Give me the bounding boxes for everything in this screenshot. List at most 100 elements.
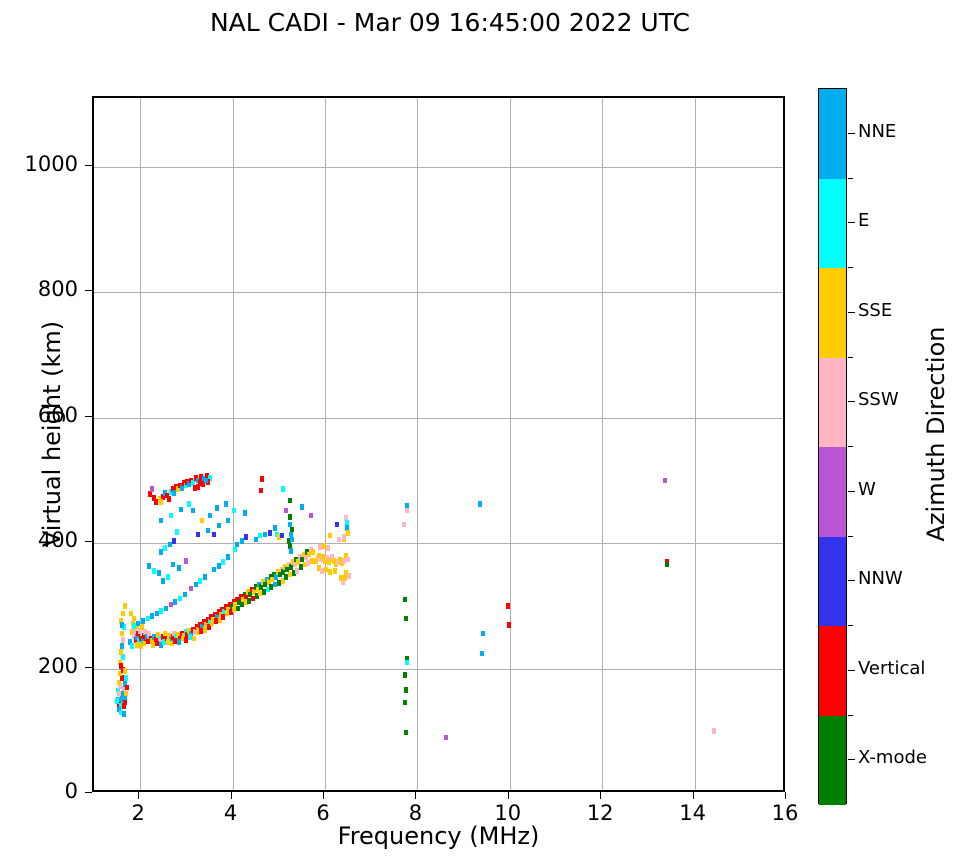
data-point — [232, 606, 237, 613]
data-point — [203, 621, 208, 628]
data-point — [155, 631, 160, 638]
data-point — [287, 521, 292, 528]
data-point — [235, 541, 240, 548]
data-point — [299, 564, 303, 570]
data-point — [289, 526, 294, 533]
colorbar-minor-tick — [848, 535, 853, 537]
gridline-horizontal — [94, 292, 783, 294]
colorbar-segment — [819, 447, 846, 537]
x-axis-tick — [692, 792, 694, 799]
data-point — [296, 559, 301, 565]
colorbar-title: Azimuth Direction — [922, 326, 950, 542]
y-axis-tick — [85, 792, 92, 793]
data-point — [177, 635, 182, 642]
data-point — [153, 498, 158, 505]
data-point — [216, 562, 221, 569]
data-point — [177, 639, 182, 646]
data-point — [147, 562, 152, 569]
data-point — [122, 695, 127, 702]
data-point — [344, 552, 349, 559]
data-point — [122, 668, 127, 674]
colorbar-segment — [819, 715, 846, 805]
data-point — [663, 477, 668, 484]
data-point — [199, 628, 204, 634]
data-point — [162, 639, 167, 646]
data-point — [265, 586, 270, 593]
gridline-vertical — [694, 98, 696, 790]
colorbar-segment — [819, 268, 846, 358]
y-axis-tick — [85, 415, 92, 417]
data-point — [189, 630, 194, 637]
page-title: NAL CADI - Mar 09 16:45:00 2022 UTC — [209, 8, 690, 37]
data-points-layer — [94, 98, 783, 790]
colorbar-label: W — [858, 478, 876, 500]
data-point — [173, 638, 178, 644]
colorbar-tick — [848, 669, 855, 671]
data-point — [212, 531, 217, 538]
data-point — [403, 672, 408, 678]
data-point — [262, 581, 267, 588]
data-point — [196, 531, 201, 538]
colorbar-segment — [819, 178, 846, 268]
data-point — [147, 630, 152, 637]
data-point — [288, 564, 293, 570]
data-point — [287, 542, 292, 549]
data-point — [284, 574, 289, 580]
data-point — [201, 481, 206, 488]
x-axis-tick-label: 8 — [408, 801, 423, 825]
data-point — [168, 601, 173, 608]
data-point — [185, 631, 190, 638]
data-point — [141, 633, 146, 639]
data-point — [287, 514, 292, 520]
data-point — [317, 552, 322, 559]
data-point — [120, 690, 125, 697]
data-point — [258, 532, 263, 539]
y-axis-tick-label: 200 — [37, 653, 78, 678]
data-point — [200, 517, 205, 524]
data-point — [142, 640, 147, 647]
data-point — [332, 557, 337, 564]
data-point — [190, 507, 195, 514]
data-point — [165, 639, 170, 646]
data-point — [303, 554, 308, 560]
data-point — [190, 480, 195, 486]
colorbar-label: NNW — [858, 568, 903, 590]
y-axis-tick — [85, 290, 92, 292]
data-point — [159, 638, 164, 644]
data-point — [216, 522, 221, 529]
data-point — [165, 574, 170, 580]
data-point — [118, 670, 123, 677]
data-point — [187, 481, 192, 488]
data-point — [120, 630, 125, 637]
data-point — [266, 579, 271, 585]
data-point — [302, 561, 307, 568]
data-point — [187, 501, 192, 508]
data-point — [337, 556, 342, 563]
data-point — [159, 608, 164, 614]
data-point — [284, 507, 289, 514]
data-point — [136, 620, 141, 627]
data-point — [287, 537, 291, 544]
gridline-vertical — [509, 98, 511, 790]
data-point — [118, 663, 123, 669]
data-point — [164, 605, 169, 612]
data-point — [254, 593, 259, 599]
data-point — [347, 572, 352, 579]
data-point — [259, 584, 264, 590]
data-point — [130, 643, 135, 649]
data-point — [299, 504, 304, 510]
colorbar-label: Vertical — [858, 657, 926, 679]
y-axis-tick-label: 1000 — [24, 151, 78, 176]
data-point — [281, 569, 286, 575]
data-point — [119, 709, 124, 716]
data-point — [150, 638, 155, 644]
data-point — [330, 554, 335, 560]
data-point — [224, 501, 229, 508]
data-point — [203, 477, 208, 484]
x-axis-tick-label: 6 — [316, 801, 330, 825]
colorbar-minor-tick — [848, 714, 853, 716]
data-point — [163, 545, 168, 552]
data-point — [225, 610, 230, 617]
data-point — [310, 557, 315, 564]
data-point — [172, 537, 177, 544]
